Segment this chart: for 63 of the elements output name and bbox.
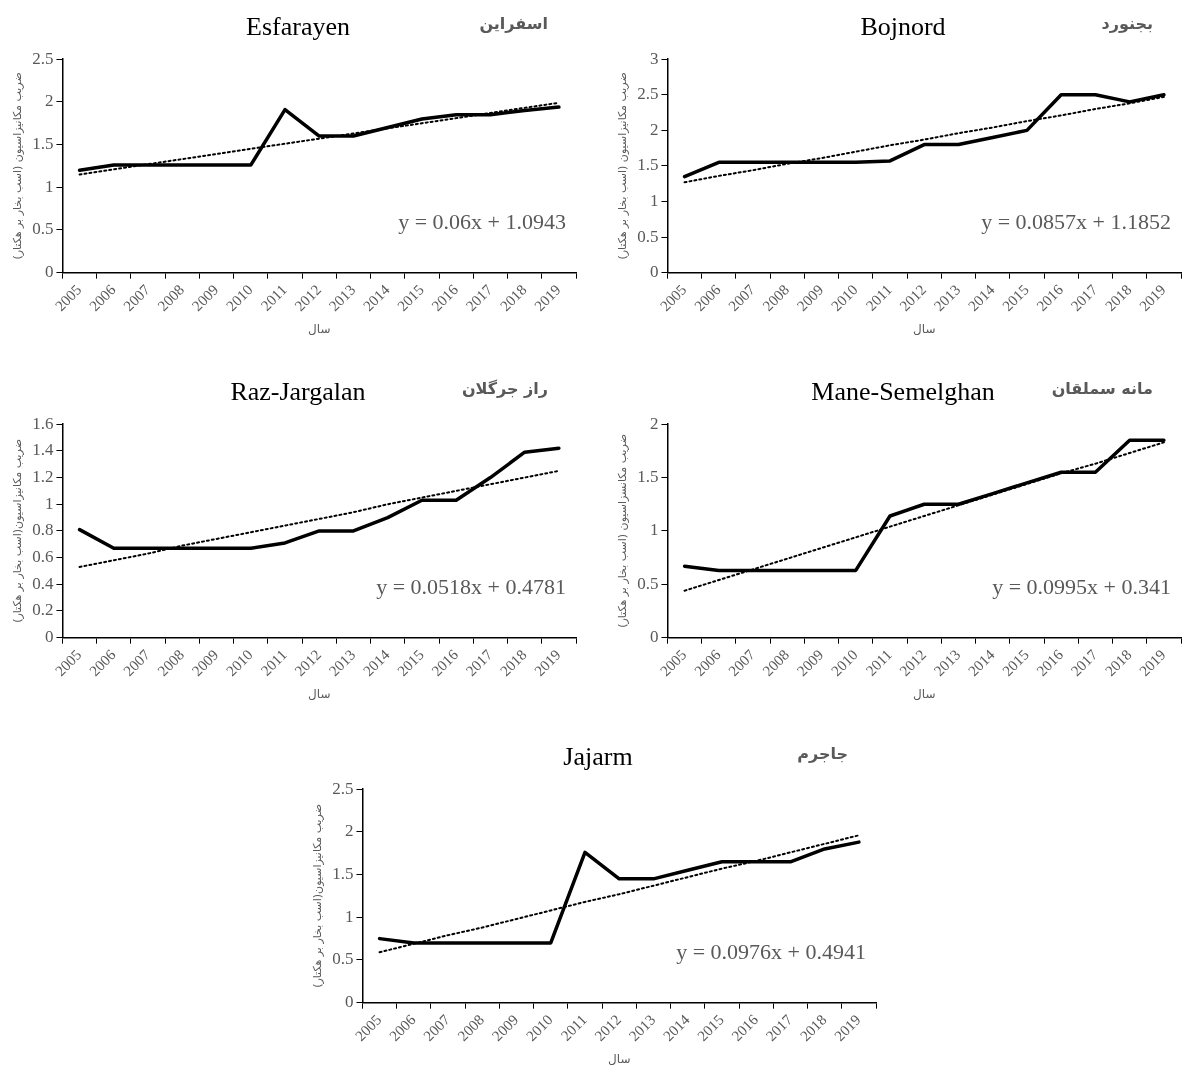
chart-title: Jajarm: [563, 742, 633, 771]
y-tick-label: 0.2: [32, 600, 54, 620]
y-axis-title: ضریب مکانیزاسیون (اسب بخار بر هکتار): [11, 72, 25, 260]
y-tick-label: 2: [649, 119, 659, 139]
x-tick-label: 2011: [257, 281, 290, 314]
y-tick-label: 1.5: [637, 155, 659, 175]
y-tick-label: 0: [649, 262, 659, 282]
y-tick-label: 1: [344, 906, 354, 926]
annotation: y = 0.0857x + 1.1852: [981, 209, 1171, 235]
y-tick-label: 1.6: [32, 413, 54, 433]
y-tick-label: 0: [649, 627, 659, 647]
y-tick-label: 0.5: [32, 219, 54, 239]
annotation: y = 0.0518x + 0.4781: [376, 574, 566, 600]
x-axis-title: سال: [608, 1051, 631, 1066]
x-tick-label: 2011: [862, 646, 895, 679]
x-axis-title: سال: [308, 321, 331, 336]
chart-subtitle: اسفراین: [479, 14, 548, 33]
y-tick-label: 1: [44, 493, 54, 513]
y-tick-label: 2.5: [32, 48, 54, 68]
y-tick-label: 0.6: [32, 547, 54, 567]
y-tick-label: 0: [44, 627, 54, 647]
x-axis-title: سال: [913, 686, 936, 701]
y-tick-label: 1.4: [32, 440, 54, 460]
y-tick-label: 1: [649, 520, 659, 540]
chart-title: Mane-Semelghan: [811, 377, 995, 406]
y-tick-label: 1.5: [32, 134, 54, 154]
y-tick-label: 1: [649, 190, 659, 210]
y-tick-label: 0: [344, 992, 354, 1012]
y-axis-title: ضریب مکانیزاسیون(اسب بخار بر هکتار): [11, 439, 25, 623]
y-tick-label: 0.5: [332, 949, 354, 969]
y-axis-title: ضریب مکانسزاسیون (اسب بخار بر هکتار): [616, 434, 630, 628]
y-tick-label: 2: [649, 413, 659, 433]
y-axis-title: ضریب مکانیزاسیون(اسب بخار بر هکتار): [311, 804, 325, 988]
chart-title: Raz-Jargalan: [230, 377, 366, 406]
y-tick-label: 1.5: [332, 864, 354, 884]
x-tick-label: 2011: [557, 1011, 590, 1044]
y-tick-label: 2.5: [637, 84, 659, 104]
x-tick-label: 2011: [862, 281, 895, 314]
y-tick-label: 1.2: [32, 467, 54, 487]
x-axis-title: سال: [913, 321, 936, 336]
chart-title: Bojnord: [860, 12, 946, 41]
y-tick-label: 2: [344, 821, 354, 841]
y-tick-label: 0.8: [32, 520, 54, 540]
y-tick-label: 1: [44, 176, 54, 196]
y-axis-title: ضریب مکانیزاسیون (اسب بخار بر هکتار): [616, 72, 630, 260]
y-tick-label: 3: [649, 48, 659, 68]
chart-title: Esfarayen: [246, 12, 350, 41]
y-tick-label: 2.5: [332, 778, 354, 798]
chart-subtitle: مانه سملقان: [1051, 379, 1153, 398]
y-tick-label: 0.4: [32, 573, 54, 593]
chart-subtitle: جاجرم: [797, 744, 848, 763]
annotation: y = 0.0976x + 0.4941: [676, 939, 866, 965]
x-axis-title: سال: [308, 686, 331, 701]
y-tick-label: 0.5: [637, 573, 659, 593]
y-tick-label: 0.5: [637, 226, 659, 246]
y-tick-label: 2: [44, 91, 54, 111]
x-tick-label: 2011: [257, 646, 290, 679]
chart-subtitle: بجنورد: [1101, 14, 1153, 33]
y-tick-label: 1.5: [637, 467, 659, 487]
chart-subtitle: راز جرگلان: [461, 379, 548, 398]
annotation: y = 0.06x + 1.0943: [398, 209, 566, 235]
annotation: y = 0.0995x + 0.341: [992, 574, 1171, 600]
y-tick-label: 0: [44, 262, 54, 282]
